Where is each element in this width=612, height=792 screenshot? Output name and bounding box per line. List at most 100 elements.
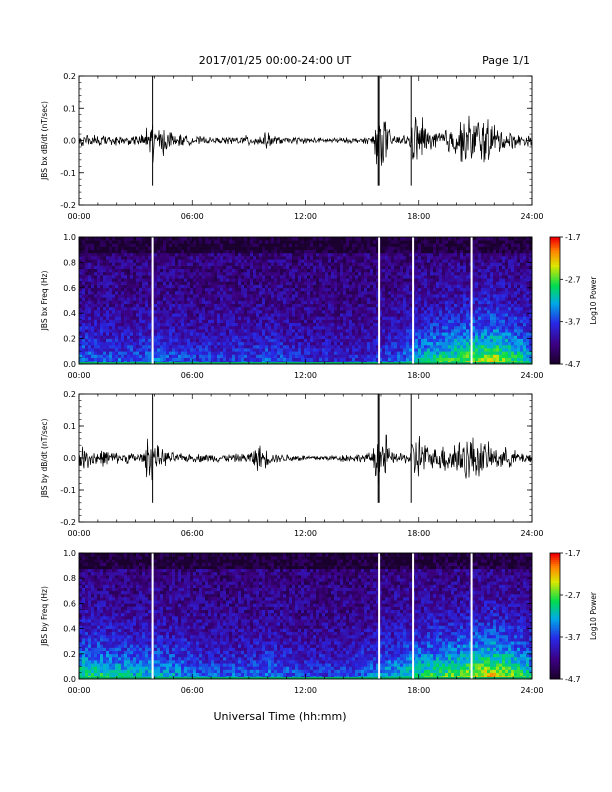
spectrogram-cell [175, 313, 179, 317]
spectrogram-cell [268, 265, 272, 270]
spectrogram-cell [358, 325, 362, 330]
spectrogram-cell [202, 259, 206, 263]
spectrogram-cell [229, 300, 233, 304]
spectrogram-cell [166, 306, 170, 311]
spectrogram-cell [424, 278, 428, 282]
spectrogram-cell [418, 306, 422, 311]
spectrogram-cell [202, 281, 206, 285]
spectrogram-cell [109, 237, 113, 241]
spectrogram-cell [436, 268, 440, 273]
spectrogram-cell [433, 243, 437, 247]
spectrogram-cell [250, 341, 254, 346]
spectrogram-cell [214, 310, 218, 314]
spectrogram-cell [229, 294, 233, 298]
spectrogram-cell [193, 290, 197, 295]
spectrogram-cell [334, 259, 338, 263]
spectrogram-cell [226, 268, 230, 273]
spectrogram-cell [304, 294, 308, 298]
spectrogram-cell [337, 341, 341, 346]
spectrogram-cell [211, 278, 215, 282]
spectrogram-cell [274, 243, 278, 247]
spectrogram-cell [214, 262, 218, 266]
spectrogram-cell [172, 284, 176, 289]
spectrogram-cell [202, 262, 206, 266]
spectrogram-cell [121, 310, 125, 314]
spectrogram-cell [391, 338, 395, 343]
spectrogram-cell [112, 284, 116, 289]
spectrogram-cell [400, 351, 404, 355]
spectrogram-cell [268, 335, 272, 339]
spectrogram-cell [187, 271, 191, 276]
spectrogram-cell [301, 351, 305, 355]
spectrogram-cell [160, 281, 164, 285]
spectrogram-cell [424, 338, 428, 343]
spectrogram-cell [148, 303, 152, 308]
spectrogram-cell [442, 297, 446, 301]
spectrogram-cell [148, 256, 152, 260]
spectrogram-cell [292, 252, 296, 257]
spectrogram-cell [124, 243, 128, 247]
spectrogram-cell [211, 335, 215, 339]
spectrogram-cell [301, 335, 305, 339]
spectrogram-cell [403, 335, 407, 339]
spectrogram-cell [196, 313, 200, 317]
spectrogram-cell [88, 297, 92, 301]
spectrogram-cell [130, 332, 134, 336]
spectrogram-cell [232, 316, 236, 320]
spectrogram-cell [205, 287, 209, 292]
spectrogram-cell [280, 329, 284, 333]
spectrogram-cell [154, 310, 158, 314]
spectrogram-cell [178, 265, 182, 270]
spectrogram-cell [271, 341, 275, 346]
spectrogram-cell [331, 325, 335, 330]
spectrogram-cell [166, 313, 170, 317]
spectrogram-cell [391, 240, 395, 244]
spectrogram-cell [169, 319, 173, 324]
spectrogram-cell [400, 246, 404, 250]
spectrogram-cell [433, 310, 437, 314]
spectrogram-cell [298, 294, 302, 298]
spectrogram-cell [367, 237, 371, 241]
spectrogram-cell [181, 290, 185, 295]
spectrogram-cell [316, 322, 320, 327]
spectrogram-cell [175, 246, 179, 250]
spectrogram-cell [139, 344, 143, 349]
spectrogram-cell [217, 306, 221, 311]
spectrogram-cell [142, 240, 146, 244]
spectrogram-cell [274, 338, 278, 343]
spectrogram-cell [97, 297, 101, 301]
spectrogram-cell [382, 271, 386, 276]
spectrogram-cell [88, 329, 92, 333]
spectrogram-cell [358, 278, 362, 282]
spectrogram-cell [133, 281, 137, 285]
spectrogram-cell [388, 338, 392, 343]
spectrogram-cell [163, 348, 167, 352]
spectrogram-cell [193, 348, 197, 352]
spectrogram-cell [352, 268, 356, 273]
spectrogram-cell [229, 271, 233, 276]
spectrogram-cell [277, 240, 281, 244]
spectrogram-cell [313, 316, 317, 320]
spectrogram-cell [253, 268, 257, 273]
spectrogram-cell [139, 297, 143, 301]
spectrogram-cell [172, 354, 176, 358]
spectrogram-cell [283, 351, 287, 355]
spectrogram-cell [382, 313, 386, 317]
spectrogram-cell [118, 243, 122, 247]
spectrogram-cell [250, 325, 254, 330]
spectrogram-cell [130, 278, 134, 282]
spectrogram-cell [358, 313, 362, 317]
spectrogram-cell [337, 290, 341, 295]
spectrogram-cell [394, 335, 398, 339]
spectrogram-cell [304, 290, 308, 295]
spectrogram-cell [178, 335, 182, 339]
spectrogram-cell [214, 290, 218, 295]
spectrogram-cell [325, 237, 329, 241]
spectrogram-cell [190, 322, 194, 327]
spectrogram-cell [88, 325, 92, 330]
spectrogram-cell [397, 338, 401, 343]
spectrogram-cell [247, 341, 251, 346]
spectrogram-cell [337, 303, 341, 308]
spectrogram-cell [322, 322, 326, 327]
spectrogram-cell [178, 284, 182, 289]
